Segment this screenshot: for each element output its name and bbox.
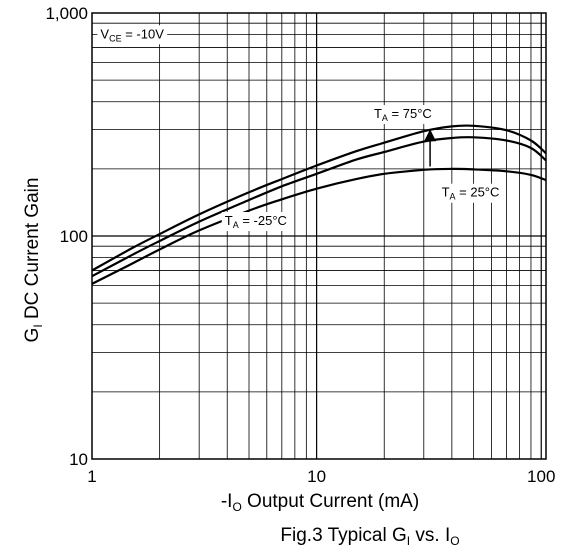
series-label-25c: TA = 25°C (442, 185, 500, 202)
series-label-minus25c: TA = -25°C (225, 213, 287, 230)
condition-label-background (97, 25, 168, 45)
x-tick-label: 10 (307, 467, 326, 486)
series-line-25c (91, 136, 547, 278)
plot-frame (91, 12, 547, 460)
series-group (91, 124, 547, 285)
series-line-75c (91, 124, 547, 272)
y-tick-label: 100 (60, 227, 88, 246)
series-line-minus25c (91, 167, 547, 285)
x-tick-label: 100 (527, 467, 555, 486)
series-label-background (221, 212, 290, 232)
y-tick-label: 1,000 (45, 4, 88, 23)
series-label-75c: TA = 75°C (374, 106, 432, 123)
figure-caption: Fig.3 Typical GI vs. IO (280, 525, 459, 548)
series-label-background (370, 105, 435, 125)
y-tick-label: 10 (69, 450, 88, 469)
x-axis-title: -IO Output Current (mA) (221, 491, 419, 514)
y-axis-title: GI DC Current Gain (22, 178, 45, 343)
x-tick-label: 1 (87, 467, 96, 486)
series-label-background (438, 183, 503, 203)
grid (92, 13, 546, 459)
condition-label: VCE = -10V (100, 26, 164, 43)
